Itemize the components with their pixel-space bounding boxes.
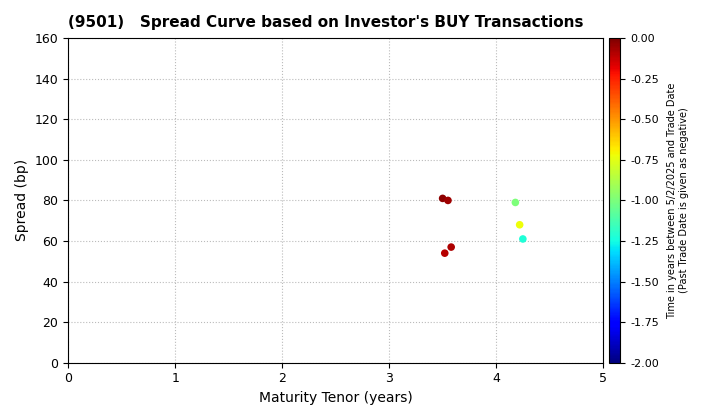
Point: [446, 244, 457, 250]
Point: [442, 197, 454, 204]
Point: [437, 195, 449, 202]
Point: [514, 221, 526, 228]
Point: [510, 199, 521, 206]
Point: [517, 236, 528, 242]
X-axis label: Maturity Tenor (years): Maturity Tenor (years): [258, 391, 413, 405]
Y-axis label: Spread (bp): Spread (bp): [15, 159, 29, 242]
Text: (9501)   Spread Curve based on Investor's BUY Transactions: (9501) Spread Curve based on Investor's …: [68, 15, 584, 30]
Y-axis label: Time in years between 5/2/2025 and Trade Date
(Past Trade Date is given as negat: Time in years between 5/2/2025 and Trade…: [667, 82, 689, 319]
Point: [439, 250, 451, 257]
